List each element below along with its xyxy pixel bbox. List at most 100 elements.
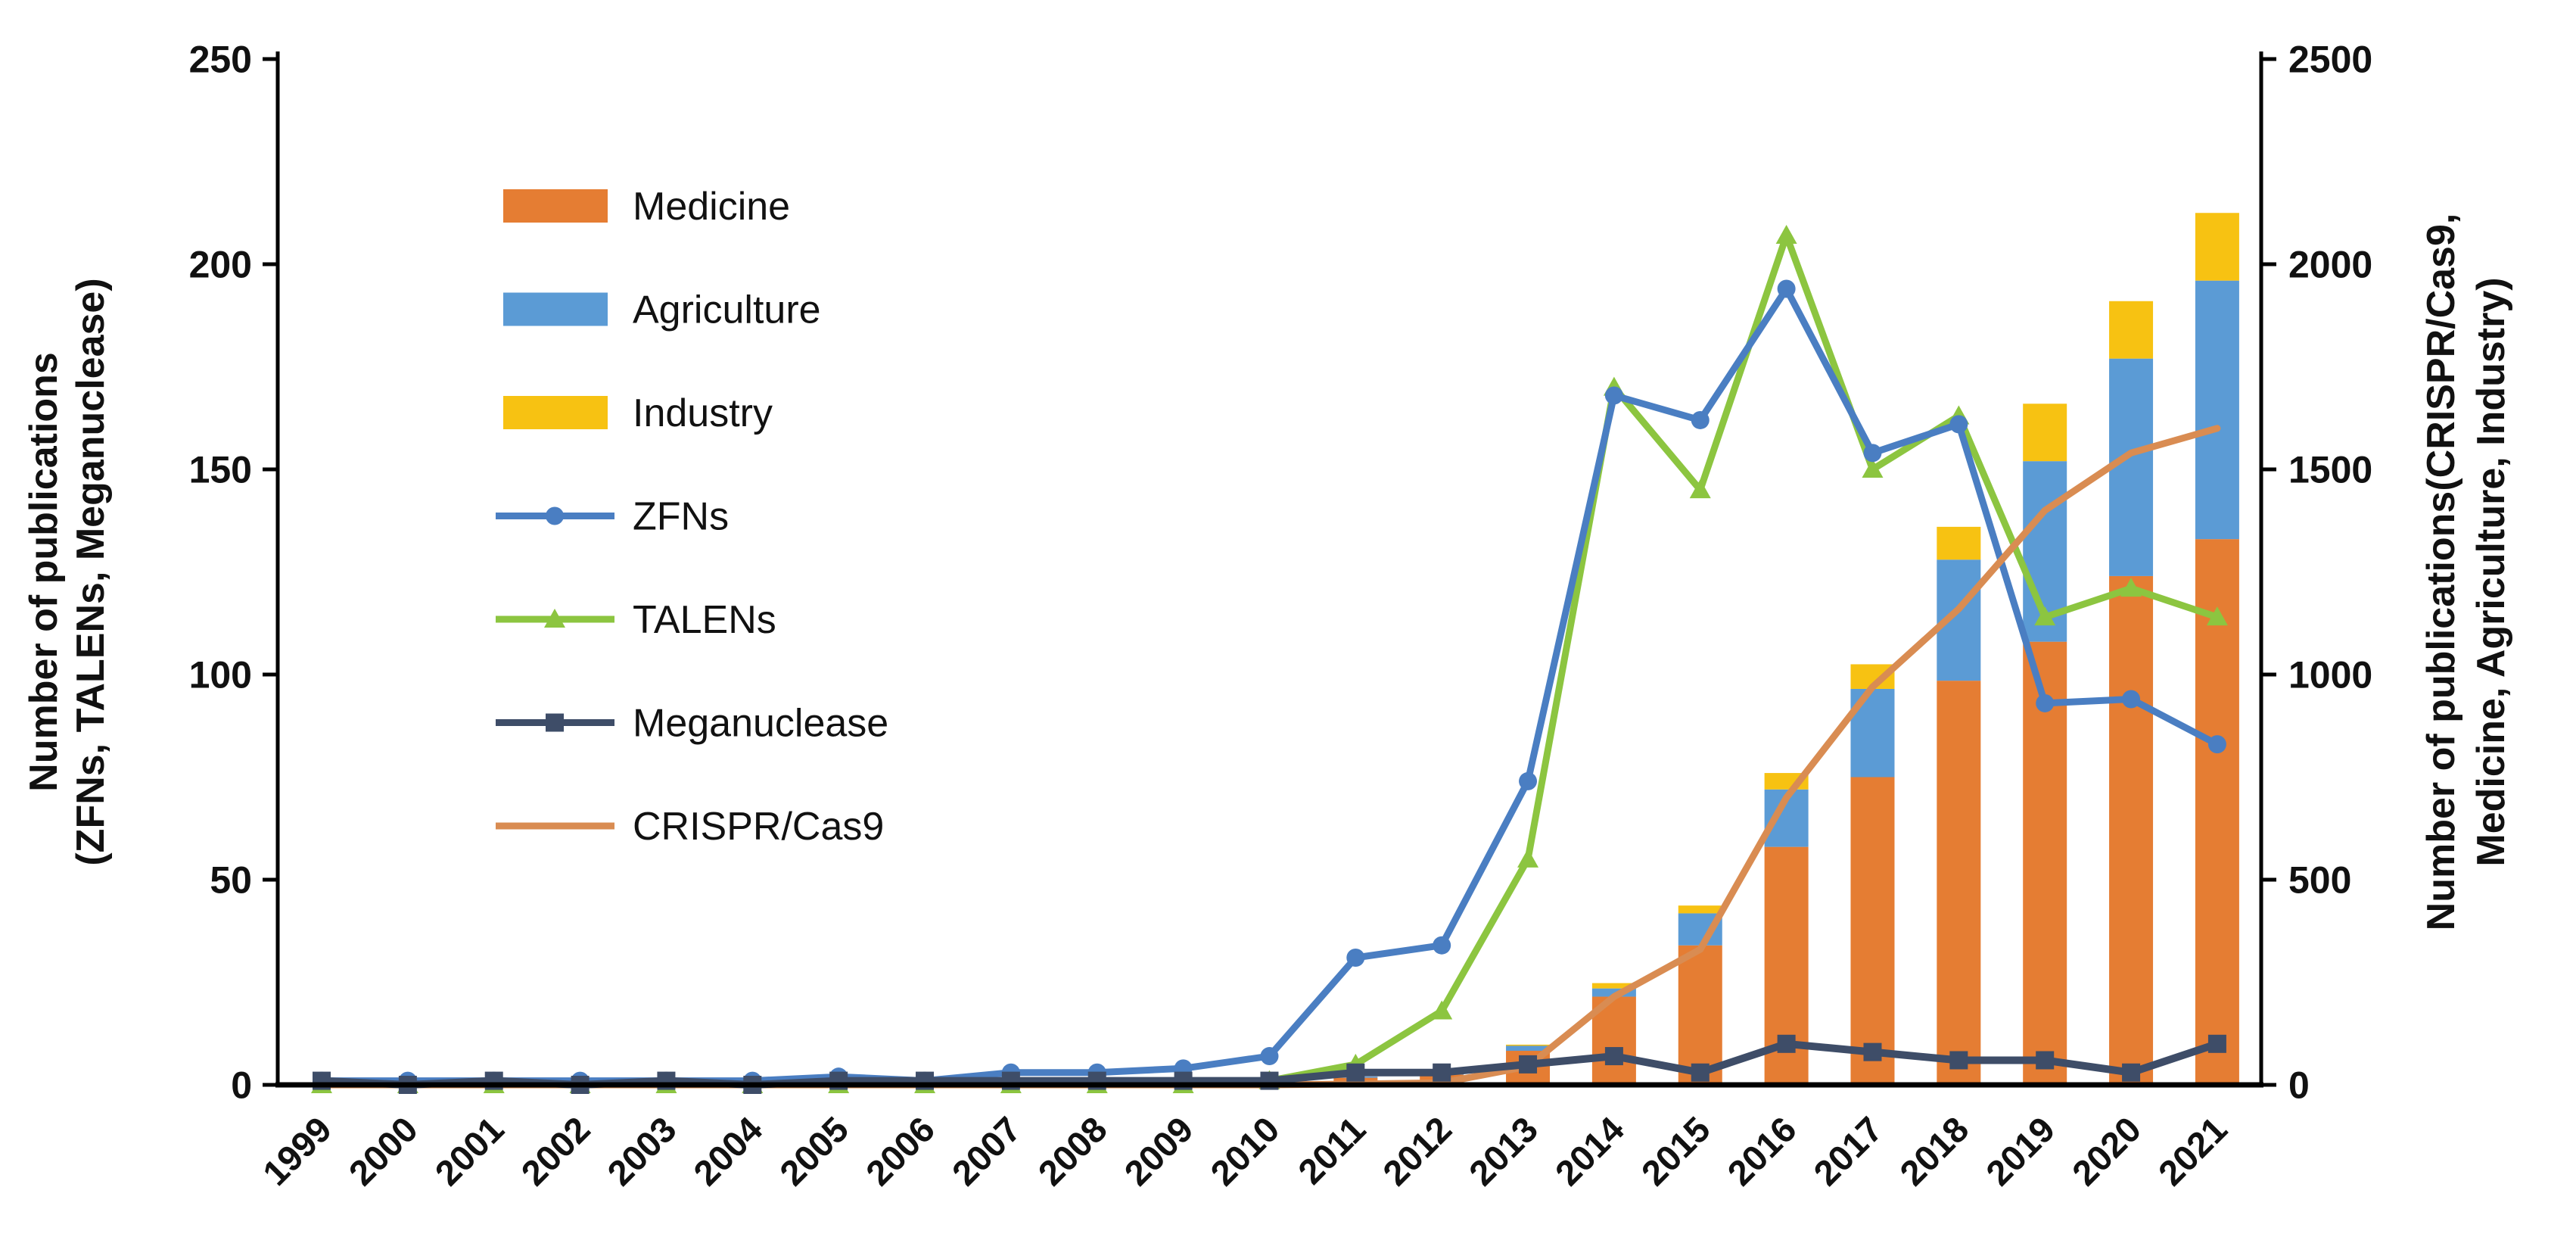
bar-agriculture-2021: [2195, 280, 2239, 540]
legend-marker-triangle: [544, 609, 565, 628]
y-axis-left-title: (ZFNs, TALENs, Meganuclease): [69, 278, 113, 865]
x-axis-year-label: 2013: [1461, 1109, 1545, 1193]
bar-medicine-2015: [1678, 945, 1722, 1085]
legend-label: Meganuclease: [633, 702, 888, 746]
legend-swatch-agriculture: [503, 292, 608, 326]
bar-agriculture-2014: [1591, 988, 1636, 997]
marker-square-meganuclease-2019: [2036, 1051, 2055, 1070]
legend-group: Medicine Agriculture Industry ZFNs TALENs Meg…: [496, 185, 888, 849]
marker-circle-zfns-2014: [1604, 386, 1623, 405]
y-axis-right-tick-label: 1000: [2288, 654, 2372, 696]
legend-label: CRISPR/Cas9: [633, 805, 884, 849]
marker-square-meganuclease-2015: [1691, 1063, 1710, 1082]
x-axis-year-label: 2000: [341, 1109, 425, 1193]
legend-swatch-medicine: [503, 189, 608, 223]
marker-triangle-talens-2019: [2034, 606, 2056, 626]
x-axis-year-label: 2008: [1030, 1109, 1114, 1193]
x-axis-year-label: 2009: [1116, 1109, 1200, 1193]
marker-circle-zfns-2015: [1691, 410, 1710, 429]
bar-medicine-2019: [2023, 641, 2067, 1085]
bar-industry-2019: [2023, 404, 2067, 462]
marker-circle-zfns-2010: [1260, 1047, 1279, 1066]
y-axis-left-tick-label: 0: [231, 1064, 252, 1107]
x-axis-year-label: 2019: [1978, 1109, 2062, 1193]
bar-industry-2015: [1678, 905, 1722, 914]
marker-circle-zfns-2021: [2207, 735, 2226, 754]
marker-triangle-talens-2020: [2120, 578, 2142, 597]
y-axis-right-tick-label: 500: [2288, 859, 2351, 902]
marker-square-meganuclease-2017: [1863, 1042, 1882, 1061]
y-axis-left-tick-label: 150: [189, 449, 252, 491]
line-talens: [318, 232, 2221, 1089]
x-axis-year-label: 2021: [2151, 1109, 2235, 1193]
marker-triangle-talens-2012: [1431, 1000, 1453, 1020]
marker-triangle-talens-2013: [1517, 848, 1539, 868]
bar-agriculture-2020: [2109, 358, 2154, 576]
legend-item-crispr-cas9: CRISPR/Cas9: [496, 805, 884, 849]
marker-square-meganuclease-2013: [1519, 1055, 1538, 1074]
y-axis-right-tick-label: 2500: [2288, 39, 2372, 81]
y-axis-left-title: Number of publications: [22, 352, 66, 792]
legend-item-zfns: ZFNs: [496, 495, 729, 539]
legend-item-talens: TALENs: [496, 598, 776, 642]
x-axis-year-label: 2014: [1548, 1109, 1632, 1193]
y-axis-right-tick-label: 2000: [2288, 244, 2372, 286]
bar-industry-2021: [2195, 213, 2239, 281]
legend-label: Medicine: [633, 185, 790, 229]
marker-triangle-talens-2015: [1689, 479, 1711, 499]
x-axis-year-label: 2015: [1633, 1109, 1717, 1193]
legend-label: Agriculture: [633, 288, 821, 332]
legend-swatch-industry: [503, 396, 608, 429]
y-axis-left-tick-label: 200: [189, 244, 252, 286]
x-axis-year-label: 2010: [1202, 1109, 1286, 1193]
marker-square-meganuclease-2018: [1949, 1051, 1968, 1070]
x-axis-year-label: 2012: [1375, 1109, 1459, 1193]
x-axis-year-label: 2002: [513, 1109, 597, 1193]
marker-square-meganuclease-2014: [1604, 1047, 1623, 1066]
marker-circle-zfns-2018: [1949, 415, 1968, 434]
marker-circle-zfns-2016: [1777, 279, 1796, 298]
x-axis-year-label: 2018: [1892, 1109, 1976, 1193]
bar-medicine-2017: [1850, 777, 1895, 1085]
legend-marker-square: [546, 713, 564, 732]
x-axis-year-label: 2005: [772, 1109, 856, 1193]
marker-square-meganuclease-2021: [2207, 1034, 2226, 1053]
x-axis-year-label: 2003: [599, 1109, 683, 1193]
marker-triangle-talens-2017: [1862, 459, 1884, 478]
marker-circle-zfns-2019: [2036, 693, 2055, 712]
x-axis-year-label: 2011: [1290, 1109, 1374, 1192]
legend-label: ZFNs: [633, 495, 729, 539]
legend-item-industry: Industry: [503, 391, 773, 435]
marker-triangle-talens-2016: [1775, 225, 1797, 245]
marker-circle-zfns-2013: [1519, 771, 1538, 790]
marker-square-meganuclease-2011: [1346, 1063, 1365, 1082]
marker-circle-zfns-2017: [1863, 444, 1882, 463]
marker-square-meganuclease-2016: [1777, 1034, 1796, 1053]
x-axis-year-label: 2001: [427, 1109, 511, 1193]
bar-industry-2014: [1591, 983, 1636, 989]
marker-square-meganuclease-2020: [2122, 1063, 2141, 1082]
marker-circle-zfns-2011: [1346, 948, 1365, 967]
marker-square-meganuclease-2012: [1433, 1063, 1451, 1082]
x-axis-year-label: 2004: [686, 1109, 770, 1193]
marker-circle-zfns-2012: [1433, 936, 1451, 955]
y-axis-right-title: Medicine, Agriculture, Industry): [2469, 277, 2513, 866]
y-axis-right-title: Number of publications(CRISPR/Cas9,: [2419, 213, 2463, 931]
x-axis-year-label: 2020: [2064, 1109, 2148, 1193]
marker-triangle-talens-2021: [2206, 606, 2228, 626]
bar-agriculture-2013: [1506, 1045, 1551, 1052]
bar-medicine-2020: [2109, 575, 2154, 1085]
line-crispr-cas9: [318, 425, 2221, 1089]
x-axis-year-label: 2007: [944, 1109, 1028, 1193]
x-axis-year-label: 1999: [255, 1109, 339, 1193]
legend-marker-circle: [546, 506, 564, 525]
axes-group: [263, 51, 2276, 1088]
bar-industry-2013: [1506, 1044, 1551, 1046]
bar-medicine-2021: [2195, 539, 2239, 1085]
legend-label: TALENs: [633, 598, 776, 642]
y-axis-right-tick-label: 1500: [2288, 449, 2372, 491]
y-axis-left-tick-label: 250: [189, 39, 252, 81]
x-axis-year-label: 2006: [858, 1109, 942, 1193]
